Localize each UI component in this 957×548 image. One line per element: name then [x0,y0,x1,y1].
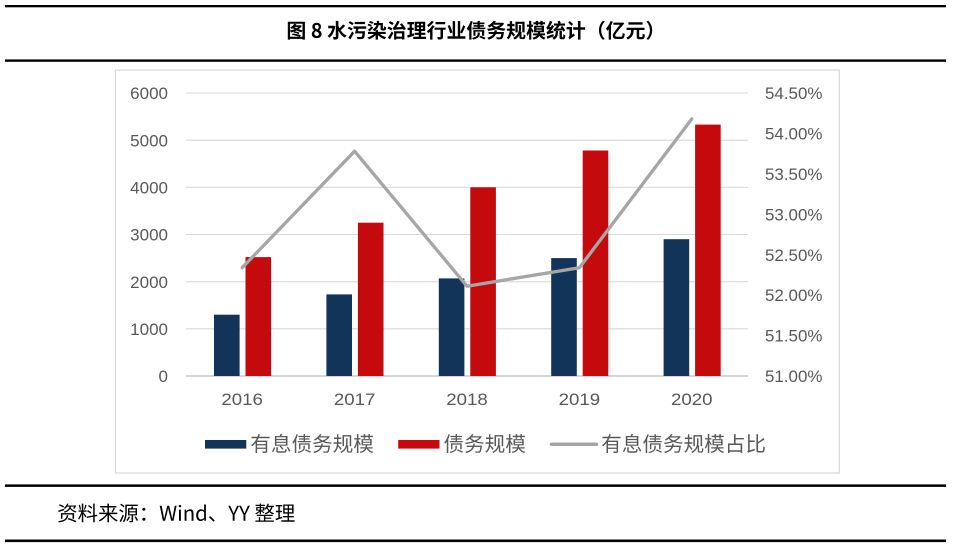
svg-text:2017: 2017 [334,390,376,409]
svg-text:53.50%: 53.50% [765,165,823,184]
svg-text:52.50%: 52.50% [765,246,823,265]
svg-text:2019: 2019 [559,390,601,409]
svg-text:54.00%: 54.00% [765,125,823,144]
svg-text:2000: 2000 [130,273,168,292]
svg-text:2018: 2018 [446,390,488,409]
svg-text:52.00%: 52.00% [765,286,823,305]
svg-text:54.50%: 54.50% [765,84,823,103]
svg-text:6000: 6000 [130,84,168,103]
svg-text:2020: 2020 [671,390,713,409]
svg-text:4000: 4000 [130,178,168,197]
svg-text:3000: 3000 [130,226,168,245]
svg-text:51.50%: 51.50% [765,327,823,346]
svg-text:51.00%: 51.00% [765,367,823,386]
svg-text:1000: 1000 [130,320,168,339]
svg-text:0: 0 [159,367,168,386]
svg-text:53.00%: 53.00% [765,205,823,224]
svg-text:2016: 2016 [221,390,263,409]
svg-text:5000: 5000 [130,131,168,150]
